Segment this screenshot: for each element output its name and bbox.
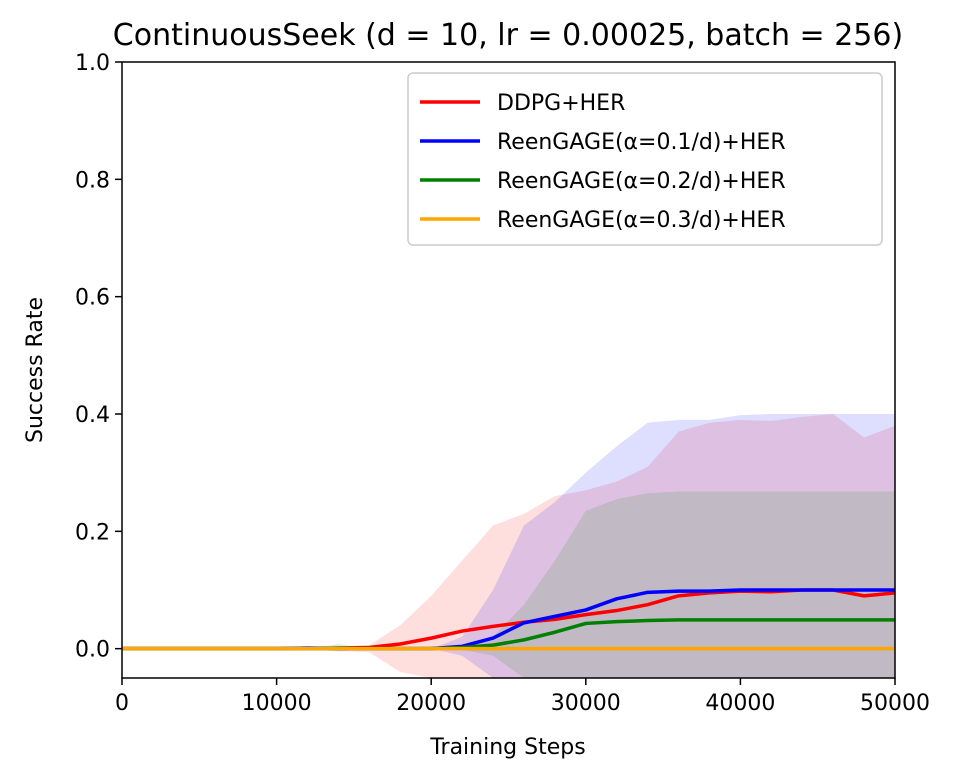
legend-box [407,72,883,246]
x-tick-label: 30000 [551,691,621,716]
legend: DDPG+HER ReenGAGE(α=0.1/d)+HER ReenGAGE(α=… [407,72,883,246]
y-axis: 0.0 0.2 0.4 0.6 0.8 1.0 [75,51,122,663]
y-tick-label: 0.0 [75,638,110,663]
x-tick-label: 10000 [242,691,312,716]
y-tick-label: 0.2 [75,520,110,545]
x-tick-label: 0 [115,691,129,716]
confidence-bands [122,414,895,678]
confidence-band-3 [122,491,895,678]
legend-label-2: ReenGAGE(α=0.1/d)+HER [497,130,786,155]
chart-title: ContinuousSeek (d = 10, lr = 0.00025, ba… [113,18,903,53]
legend-label-3: ReenGAGE(α=0.2/d)+HER [497,169,786,194]
y-tick-label: 1.0 [75,51,110,76]
y-tick-label: 0.4 [75,403,110,428]
x-tick-label: 40000 [705,691,775,716]
y-tick-label: 0.8 [75,168,110,193]
confidence-band-2 [122,414,895,678]
plot-frame [121,61,896,679]
x-axis-label: Training Steps [429,735,585,760]
legend-label-4: ReenGAGE(α=0.3/d)+HER [497,208,786,233]
legend-label-1: DDPG+HER [497,91,625,116]
y-tick-label: 0.6 [75,286,110,311]
confidence-band-1 [122,414,895,678]
series-lines [122,588,896,651]
y-axis-label: Success Rate [23,297,48,443]
x-axis: 0 10000 20000 30000 40000 50000 [115,678,930,716]
x-tick-label: 20000 [396,691,466,716]
x-tick-label: 50000 [860,691,930,716]
